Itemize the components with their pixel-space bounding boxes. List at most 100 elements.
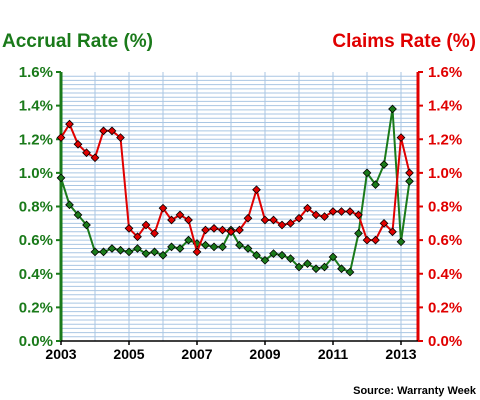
claims-point: [116, 133, 125, 142]
accrual-point: [175, 244, 185, 253]
accrual-point: [260, 255, 270, 265]
gridlines: [60, 72, 418, 341]
x-tick-label: 2009: [249, 346, 280, 362]
claims-point: [167, 215, 176, 225]
x-tick-label: 2007: [181, 346, 212, 362]
accrual-point: [396, 237, 406, 247]
left-y-tick-label: 0.8%: [19, 199, 53, 216]
accrual-point: [158, 250, 168, 260]
right-axis-title: Claims Rate (%): [332, 31, 476, 52]
claims-point: [320, 212, 329, 221]
accrual-point: [56, 173, 66, 183]
accrual-point: [320, 262, 329, 272]
claims-point: [82, 148, 91, 158]
claims-point: [99, 126, 108, 136]
accrual-point: [107, 244, 117, 253]
accrual-point: [133, 244, 142, 253]
claims-point: [226, 227, 236, 237]
series-group: [56, 104, 414, 277]
accrual-point: [311, 264, 321, 274]
claims-point: [73, 139, 83, 149]
claims-point: [158, 203, 168, 213]
left-y-tick-label: 1.4%: [19, 98, 53, 115]
claims-point: [379, 218, 389, 228]
right-y-axis-labels: 0.0% 0.2% 0.4% 0.6% 0.8% 1.0% 1.2% 1.4% 1.6%: [428, 64, 462, 350]
accrual-point: [235, 240, 244, 250]
right-y-tick-label: 1.4%: [428, 98, 462, 115]
claims-point: [124, 223, 134, 233]
accrual-point: [354, 229, 363, 238]
accrual-point: [388, 104, 397, 114]
claims-series: [56, 119, 414, 257]
claims-point: [405, 168, 414, 178]
claims-point: [150, 229, 159, 238]
claims-point: [303, 203, 312, 213]
left-y-tick-label: 1.0%: [19, 165, 53, 182]
right-y-tick-label: 0.2%: [428, 299, 462, 316]
accrual-point: [167, 242, 176, 252]
right-y-tick-label: 1.2%: [428, 131, 462, 148]
x-tick-label: 2013: [385, 346, 416, 362]
claims-point: [90, 153, 100, 163]
claims-point: [209, 223, 219, 233]
accrual-point: [209, 242, 219, 252]
claims-point: [65, 119, 74, 129]
claims-point: [184, 215, 193, 225]
accrual-point: [150, 247, 159, 257]
accrual-point: [362, 168, 372, 178]
right-y-tick-label: 0.4%: [428, 266, 462, 283]
right-y-tick-label: 0.6%: [428, 232, 462, 249]
accrual-point: [294, 262, 304, 272]
left-axis-title: Accrual Rate (%): [2, 31, 153, 52]
left-y-tick-label: 0.6%: [19, 232, 53, 249]
claims-point: [277, 220, 287, 230]
left-y-tick-label: 0.0%: [19, 333, 53, 350]
left-y-tick-label: 0.4%: [19, 266, 53, 283]
accrual-point: [405, 176, 414, 186]
accrual-series: [56, 104, 414, 277]
claims-point: [201, 225, 210, 235]
claims-point: [56, 133, 66, 142]
accrual-point: [328, 252, 338, 262]
accrual-point: [286, 254, 295, 263]
left-y-axis-labels: 0.0% 0.2% 0.4% 0.6% 0.8% 1.0% 1.2% 1.4% 1.6%: [19, 64, 53, 350]
x-tick-label: 2011: [318, 346, 349, 362]
left-y-tick-label: 0.2%: [19, 299, 53, 316]
right-y-tick-label: 0.8%: [428, 199, 462, 216]
accrual-point: [277, 250, 287, 260]
claims-point: [362, 235, 372, 245]
accrual-point: [73, 210, 83, 220]
accrual-point: [99, 247, 108, 257]
claims-point: [345, 207, 355, 216]
accrual-point: [116, 245, 125, 255]
claims-point: [175, 210, 185, 220]
claims-point: [269, 215, 278, 225]
claims-point: [107, 126, 117, 136]
accrual-point: [252, 250, 261, 260]
claims-point: [260, 215, 270, 225]
accrual-point: [82, 220, 91, 230]
claims-point: [388, 227, 397, 237]
left-y-tick-label: 1.6%: [19, 64, 53, 81]
x-tick-label: 2005: [113, 346, 144, 362]
accrual-point: [345, 267, 355, 277]
claims-point: [337, 207, 346, 216]
claims-point: [371, 235, 380, 245]
claims-point: [286, 218, 295, 228]
claims-point: [354, 210, 363, 220]
claims-point: [192, 247, 202, 257]
accrual-point: [243, 244, 253, 253]
accrual-point: [218, 242, 227, 252]
claims-point: [141, 220, 151, 230]
accrual-point: [184, 235, 193, 245]
claims-point: [218, 225, 227, 235]
claims-point: [235, 225, 244, 235]
claims-point: [133, 232, 142, 242]
accrual-point: [337, 264, 346, 274]
claims-point: [311, 210, 321, 220]
left-y-tick-label: 1.2%: [19, 131, 53, 148]
accrual-point: [269, 249, 278, 258]
claims-point: [252, 185, 261, 195]
